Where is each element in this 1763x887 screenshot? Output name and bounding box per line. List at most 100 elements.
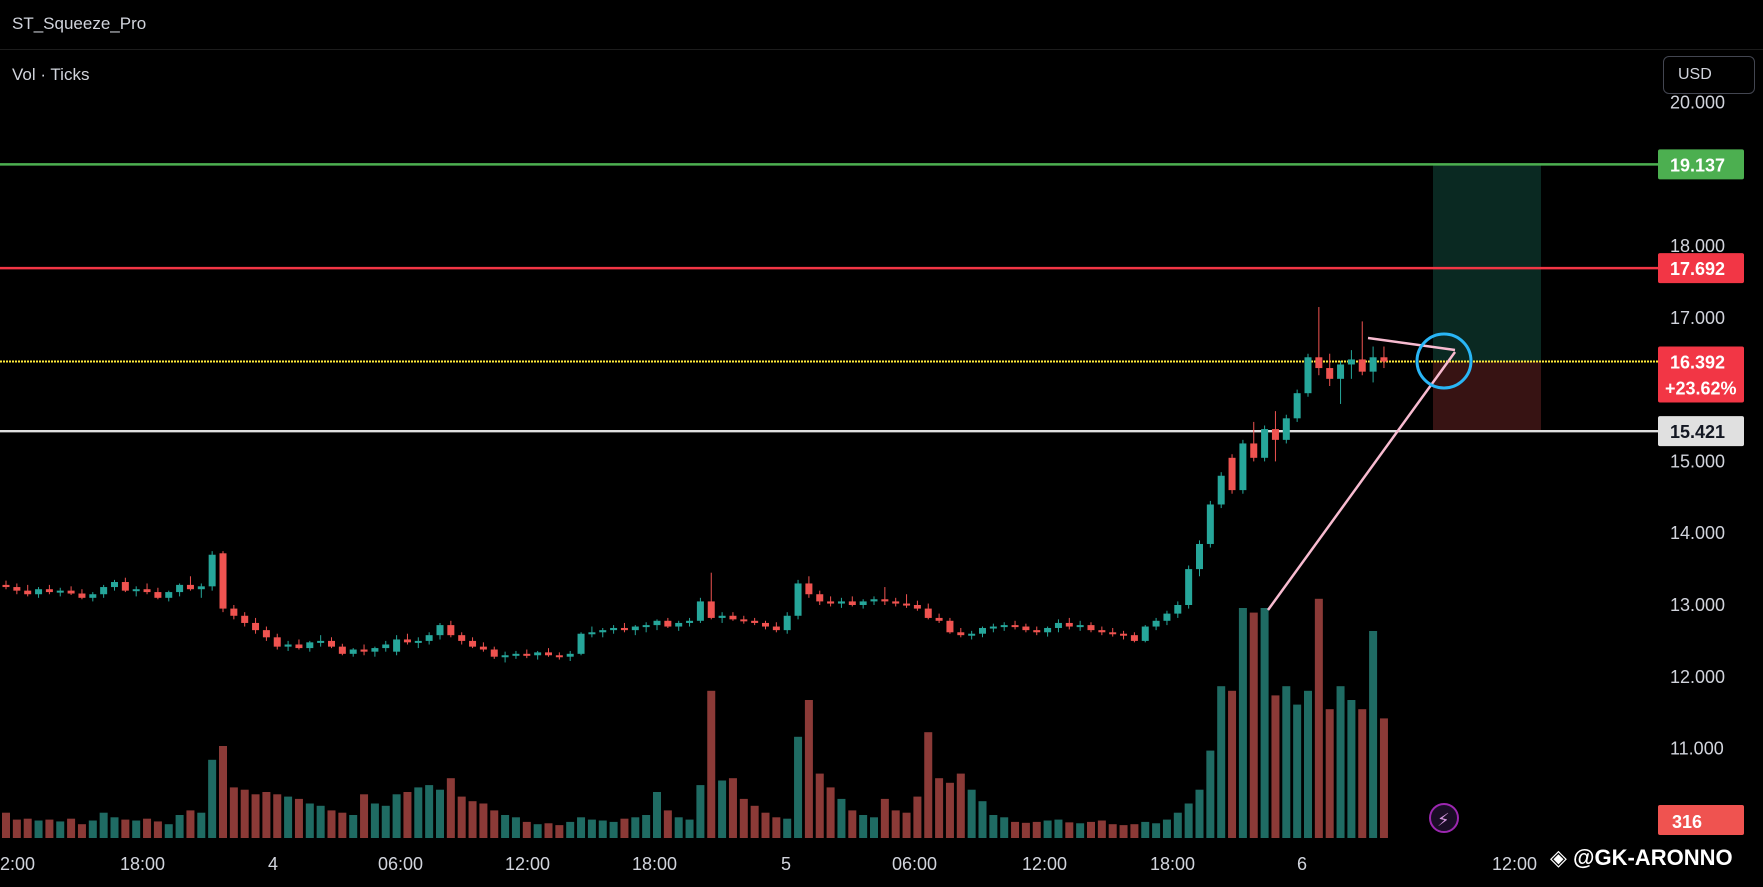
candle-body bbox=[816, 594, 824, 602]
currency-button[interactable]: USD bbox=[1663, 56, 1755, 94]
candle-body bbox=[1130, 635, 1138, 641]
candle-body bbox=[1228, 457, 1236, 491]
candle-body bbox=[610, 627, 618, 631]
volume-bar bbox=[23, 818, 32, 838]
candle-body bbox=[1185, 569, 1193, 605]
candle-body bbox=[1206, 504, 1214, 544]
volume-bar bbox=[587, 819, 596, 838]
volume-bar bbox=[99, 812, 108, 838]
candle-body bbox=[794, 583, 802, 616]
volume-bar bbox=[175, 815, 184, 838]
y-tick-label: 11.000 bbox=[1670, 739, 1724, 759]
entry-price-badge bbox=[1658, 346, 1744, 403]
candle-body bbox=[762, 622, 769, 627]
volume-bar bbox=[1260, 608, 1269, 838]
candle-body bbox=[903, 603, 911, 606]
candle-body bbox=[393, 639, 401, 652]
volume-bar bbox=[45, 819, 54, 838]
volume-bar bbox=[219, 746, 227, 838]
volume-bar bbox=[392, 794, 401, 838]
candle-body bbox=[349, 649, 357, 654]
volume-bar bbox=[913, 796, 922, 838]
candle-body bbox=[1109, 632, 1117, 635]
volume-badge bbox=[1658, 805, 1744, 835]
indicator-header: ST_Squeeze_Pro bbox=[0, 0, 1763, 50]
candle-body bbox=[121, 582, 129, 591]
volume-bar bbox=[284, 796, 293, 838]
indicator-name[interactable]: ST_Squeeze_Pro bbox=[12, 14, 147, 33]
volume-bar bbox=[88, 820, 97, 838]
candle-body bbox=[1054, 622, 1062, 628]
volume-bar bbox=[1304, 690, 1312, 838]
y-tick-label: 18.000 bbox=[1670, 236, 1725, 256]
volume-pane-label[interactable]: Vol · Ticks bbox=[12, 65, 90, 84]
candle-body bbox=[111, 582, 118, 588]
candle-body bbox=[686, 620, 694, 623]
volume-bar bbox=[143, 818, 152, 838]
candle-body bbox=[360, 649, 368, 652]
candle-body bbox=[989, 626, 997, 629]
candle-body bbox=[664, 620, 672, 627]
volume-bar bbox=[1206, 750, 1215, 838]
candle-body bbox=[284, 644, 292, 647]
candle-body bbox=[35, 589, 43, 595]
candle-body bbox=[1087, 625, 1095, 631]
candle-body bbox=[425, 635, 433, 641]
candle-body bbox=[707, 601, 715, 618]
y-tick-label: 15.000 bbox=[1670, 451, 1725, 471]
candle-body bbox=[772, 626, 780, 631]
volume-bar bbox=[414, 787, 423, 838]
volume-bar bbox=[153, 821, 162, 838]
candle-body bbox=[1217, 475, 1225, 505]
candle-body bbox=[252, 622, 260, 631]
rising-trendline bbox=[1266, 351, 1457, 611]
volume-bar bbox=[490, 810, 499, 838]
volume-bar bbox=[609, 821, 618, 838]
candle-body bbox=[501, 655, 509, 658]
candle-body bbox=[154, 592, 162, 598]
volume-bar bbox=[1271, 695, 1280, 838]
volume-bar bbox=[110, 817, 119, 838]
watermark: ◈ @GK-ARONNO bbox=[1550, 845, 1733, 871]
candle-body bbox=[946, 620, 954, 633]
volume-bar bbox=[305, 803, 314, 838]
candle-body bbox=[827, 601, 835, 604]
candle-body bbox=[338, 646, 346, 654]
candle-body bbox=[1337, 364, 1345, 379]
lightning-glyph: ⚡ bbox=[1437, 810, 1450, 830]
candle-body bbox=[295, 644, 303, 649]
volume-bar bbox=[859, 815, 868, 838]
volume-bar bbox=[978, 801, 987, 838]
candle-body bbox=[1250, 443, 1258, 458]
volume-bar bbox=[67, 818, 76, 838]
volume-bar bbox=[294, 798, 303, 838]
candle-body bbox=[740, 619, 748, 622]
volume-bar bbox=[750, 805, 759, 838]
candle-body bbox=[1141, 626, 1149, 641]
candle-body bbox=[848, 601, 856, 605]
watermark-text: @GK-ARONNO bbox=[1573, 845, 1733, 870]
candle-body bbox=[1347, 359, 1355, 365]
volume-bar bbox=[674, 817, 683, 838]
volume-bar bbox=[989, 815, 998, 838]
x-tick-label: 18:00 bbox=[632, 854, 677, 874]
candle-body bbox=[729, 615, 737, 620]
x-tick-label: 12:00 bbox=[1022, 854, 1067, 874]
volume-bar bbox=[479, 803, 488, 838]
candle-body bbox=[219, 553, 227, 609]
falling-trendline bbox=[1367, 336, 1456, 352]
volume-bar bbox=[848, 810, 857, 838]
volume-bar bbox=[1119, 825, 1128, 838]
x-tick-label: 12:00 bbox=[1492, 854, 1537, 874]
volume-bar bbox=[1173, 812, 1182, 838]
x-tick-label: 06:00 bbox=[378, 854, 423, 874]
candle-body bbox=[1380, 357, 1388, 362]
target-price-badge bbox=[1658, 149, 1744, 180]
candle-body bbox=[642, 625, 650, 628]
candle-body bbox=[588, 632, 596, 635]
volume-bar bbox=[522, 821, 531, 838]
volume-bar bbox=[598, 820, 607, 838]
volume-bar bbox=[327, 810, 336, 838]
volume-bar bbox=[620, 818, 629, 838]
